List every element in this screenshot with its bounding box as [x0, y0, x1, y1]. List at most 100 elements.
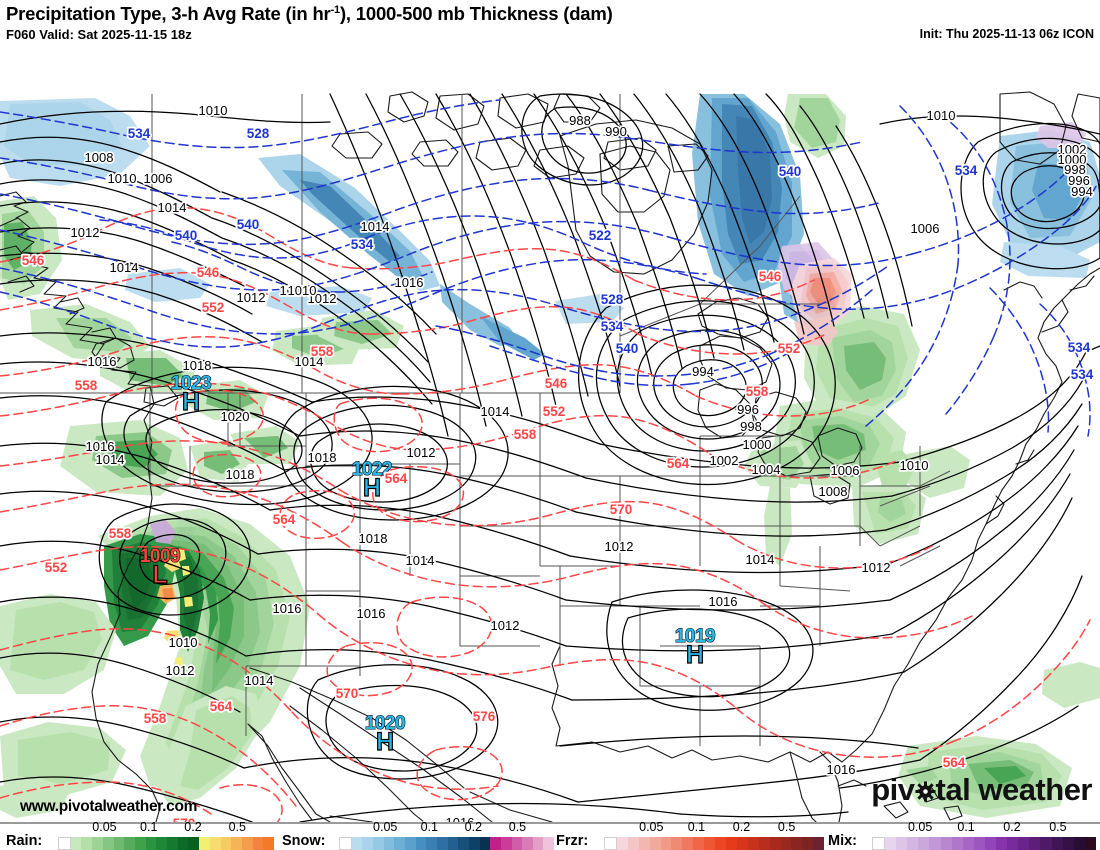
- legend-swatch-rain-10: [167, 837, 178, 850]
- legend-swatch-mix-2: [896, 837, 908, 850]
- legend-swatch-frzr-1: [616, 837, 628, 850]
- legend-swatch-rain-9: [156, 837, 168, 850]
- legend-swatch-snow-15: [500, 837, 512, 850]
- map-canvas[interactable]: 1023 H 1022 H 1009 L 1019 H 1020 H 1010 1…: [0, 46, 1100, 822]
- legend-swatch-mix-12: [1007, 837, 1019, 850]
- page-title: Precipitation Type, 3-h Avg Rate (in hr-…: [6, 3, 613, 25]
- legend-swatch-mix-19: [1084, 837, 1096, 850]
- thickness-warm-layer: [0, 207, 1091, 822]
- legend-swatch-frzr-0: [604, 837, 617, 850]
- legend-swatch-frzr-2: [627, 837, 639, 850]
- valid-time-label: F060 Valid: Sat 2025-11-15 18z: [6, 27, 192, 42]
- legend-tick-rain-0.05: 0.05: [92, 820, 117, 834]
- legend-swatch-frzr-10: [715, 837, 726, 850]
- legend-group-mix[interactable]: Mix: 0.05 0.1 0.2 0.5: [828, 820, 1096, 850]
- legend-swatch-rain-6: [124, 837, 135, 850]
- legend-swatch-frzr-12: [736, 837, 748, 850]
- legend-swatch-rain-2: [81, 837, 93, 850]
- legend-swatch-mix-5: [929, 837, 941, 850]
- legend-tick-frzr-0.5: 0.5: [777, 820, 796, 834]
- legend-tick-frzr-0.2: 0.2: [732, 820, 751, 834]
- geography-layer: [0, 91, 1100, 822]
- legend-group-snow[interactable]: Snow: 0.05 0.1 0.2 0.5: [282, 820, 555, 850]
- legend-swatch-snow-8: [426, 837, 437, 850]
- legend-swatch-rain-15: [220, 837, 232, 850]
- legend-ticks-rain: 0.05 0.1 0.2 0.5: [58, 820, 274, 836]
- legend-swatch-mix-13: [1018, 837, 1030, 850]
- legend-group-frzr[interactable]: Frzr: 0.05 0.1 0.2 0.5: [556, 820, 825, 850]
- legend-colorbar-frzr[interactable]: [604, 837, 825, 850]
- legend-swatch-mix-18: [1073, 837, 1085, 850]
- legend-swatch-rain-7: [134, 837, 146, 850]
- brand-text-pre: piv: [871, 772, 915, 807]
- legend-swatch-frzr-9: [704, 837, 716, 850]
- title-main: Precipitation Type, 3-h Avg Rate (in hr: [6, 3, 331, 24]
- legend-swatch-rain-11: [177, 837, 189, 850]
- legend-swatch-mix-1: [885, 837, 897, 850]
- legend-ticks-snow: 0.05 0.1 0.2 0.5: [339, 820, 554, 836]
- legend-swatch-snow-10: [447, 837, 459, 850]
- legend-swatch-mix-3: [907, 837, 919, 850]
- legend-swatch-frzr-11: [725, 837, 737, 850]
- legend-tick-mix-0.05: 0.05: [907, 820, 933, 834]
- legend-swatch-snow-14: [490, 837, 501, 850]
- legend-swatch-snow-19: [543, 837, 555, 850]
- legend-swatch-frzr-7: [682, 837, 694, 850]
- legend-tick-mix-0.2: 0.2: [1003, 820, 1021, 834]
- legend-swatch-frzr-15: [769, 837, 781, 850]
- legend-label-snow: Snow:: [282, 833, 326, 849]
- legend-swatch-rain-0: [58, 837, 71, 850]
- legend-tick-snow-0.1: 0.1: [420, 820, 438, 834]
- legend-swatch-rain-19: [263, 837, 275, 850]
- legend-swatch-snow-4: [383, 837, 395, 850]
- title-exponent: -1: [330, 3, 341, 16]
- legend-swatch-rain-12: [188, 837, 200, 850]
- legend-swatch-frzr-13: [747, 837, 759, 850]
- gear-icon: [914, 774, 936, 802]
- legend-swatch-frzr-18: [802, 837, 814, 850]
- legend-swatch-rain-16: [231, 837, 242, 850]
- legend-ticks-frzr: 0.05 0.1 0.2 0.5: [604, 820, 824, 836]
- header: Precipitation Type, 3-h Avg Rate (in hr-…: [0, 0, 1100, 46]
- legend-colorbar-mix[interactable]: [872, 837, 1096, 850]
- legend-group-rain[interactable]: Rain: 0.05 0.1 0.2 0.5: [6, 820, 275, 850]
- legend-swatch-mix-9: [973, 837, 985, 850]
- legend-label-frzr: Frzr:: [556, 833, 589, 849]
- legend-swatch-snow-2: [362, 837, 373, 850]
- legend-swatch-mix-11: [996, 837, 1008, 850]
- legend-swatch-rain-13: [199, 837, 210, 850]
- legend-swatch-snow-1: [351, 837, 363, 850]
- legend-label-mix: Mix:: [828, 833, 857, 849]
- legend-swatch-snow-13: [479, 837, 491, 850]
- thickness-cold-layer: [0, 99, 1100, 437]
- legend-swatch-mix-16: [1051, 837, 1063, 850]
- legend-colorbar-snow[interactable]: [339, 837, 555, 850]
- legend-label-rain: Rain:: [6, 833, 43, 849]
- legend-tick-rain-0.2: 0.2: [184, 820, 202, 834]
- legend-swatch-frzr-17: [791, 837, 803, 850]
- legend-tick-snow-0.5: 0.5: [508, 820, 527, 834]
- legend-tick-snow-0.05: 0.05: [373, 820, 398, 834]
- legend-swatch-frzr-4: [649, 837, 661, 850]
- legend-swatch-frzr-19: [813, 837, 825, 850]
- title-tail: ), 1000-500 mb Thickness (dam): [339, 3, 613, 24]
- legend-tick-frzr-0.1: 0.1: [687, 820, 706, 834]
- legend-swatch-rain-18: [252, 837, 264, 850]
- legend-swatch-frzr-16: [780, 837, 792, 850]
- legend-swatch-mix-17: [1062, 837, 1074, 850]
- legend-swatch-snow-17: [522, 837, 533, 850]
- legend-tick-mix-0.1: 0.1: [957, 820, 975, 834]
- legend-swatch-mix-4: [918, 837, 930, 850]
- legend-bar: Rain: 0.05 0.1 0.2 0.5 Snow: 0.05 0.1 0.2 0.5 …: [0, 820, 1100, 850]
- legend-swatch-snow-9: [436, 837, 448, 850]
- legend-swatch-rain-4: [102, 837, 114, 850]
- legend-swatch-frzr-14: [758, 837, 770, 850]
- init-time-label: Init: Thu 2025-11-13 06z ICON: [919, 27, 1094, 41]
- legend-swatch-mix-10: [984, 837, 997, 850]
- legend-swatch-rain-8: [145, 837, 157, 850]
- legend-swatch-rain-5: [113, 837, 125, 850]
- legend-colorbar-rain[interactable]: [58, 837, 275, 850]
- legend-swatch-mix-14: [1029, 837, 1041, 850]
- legend-swatch-snow-6: [404, 837, 416, 850]
